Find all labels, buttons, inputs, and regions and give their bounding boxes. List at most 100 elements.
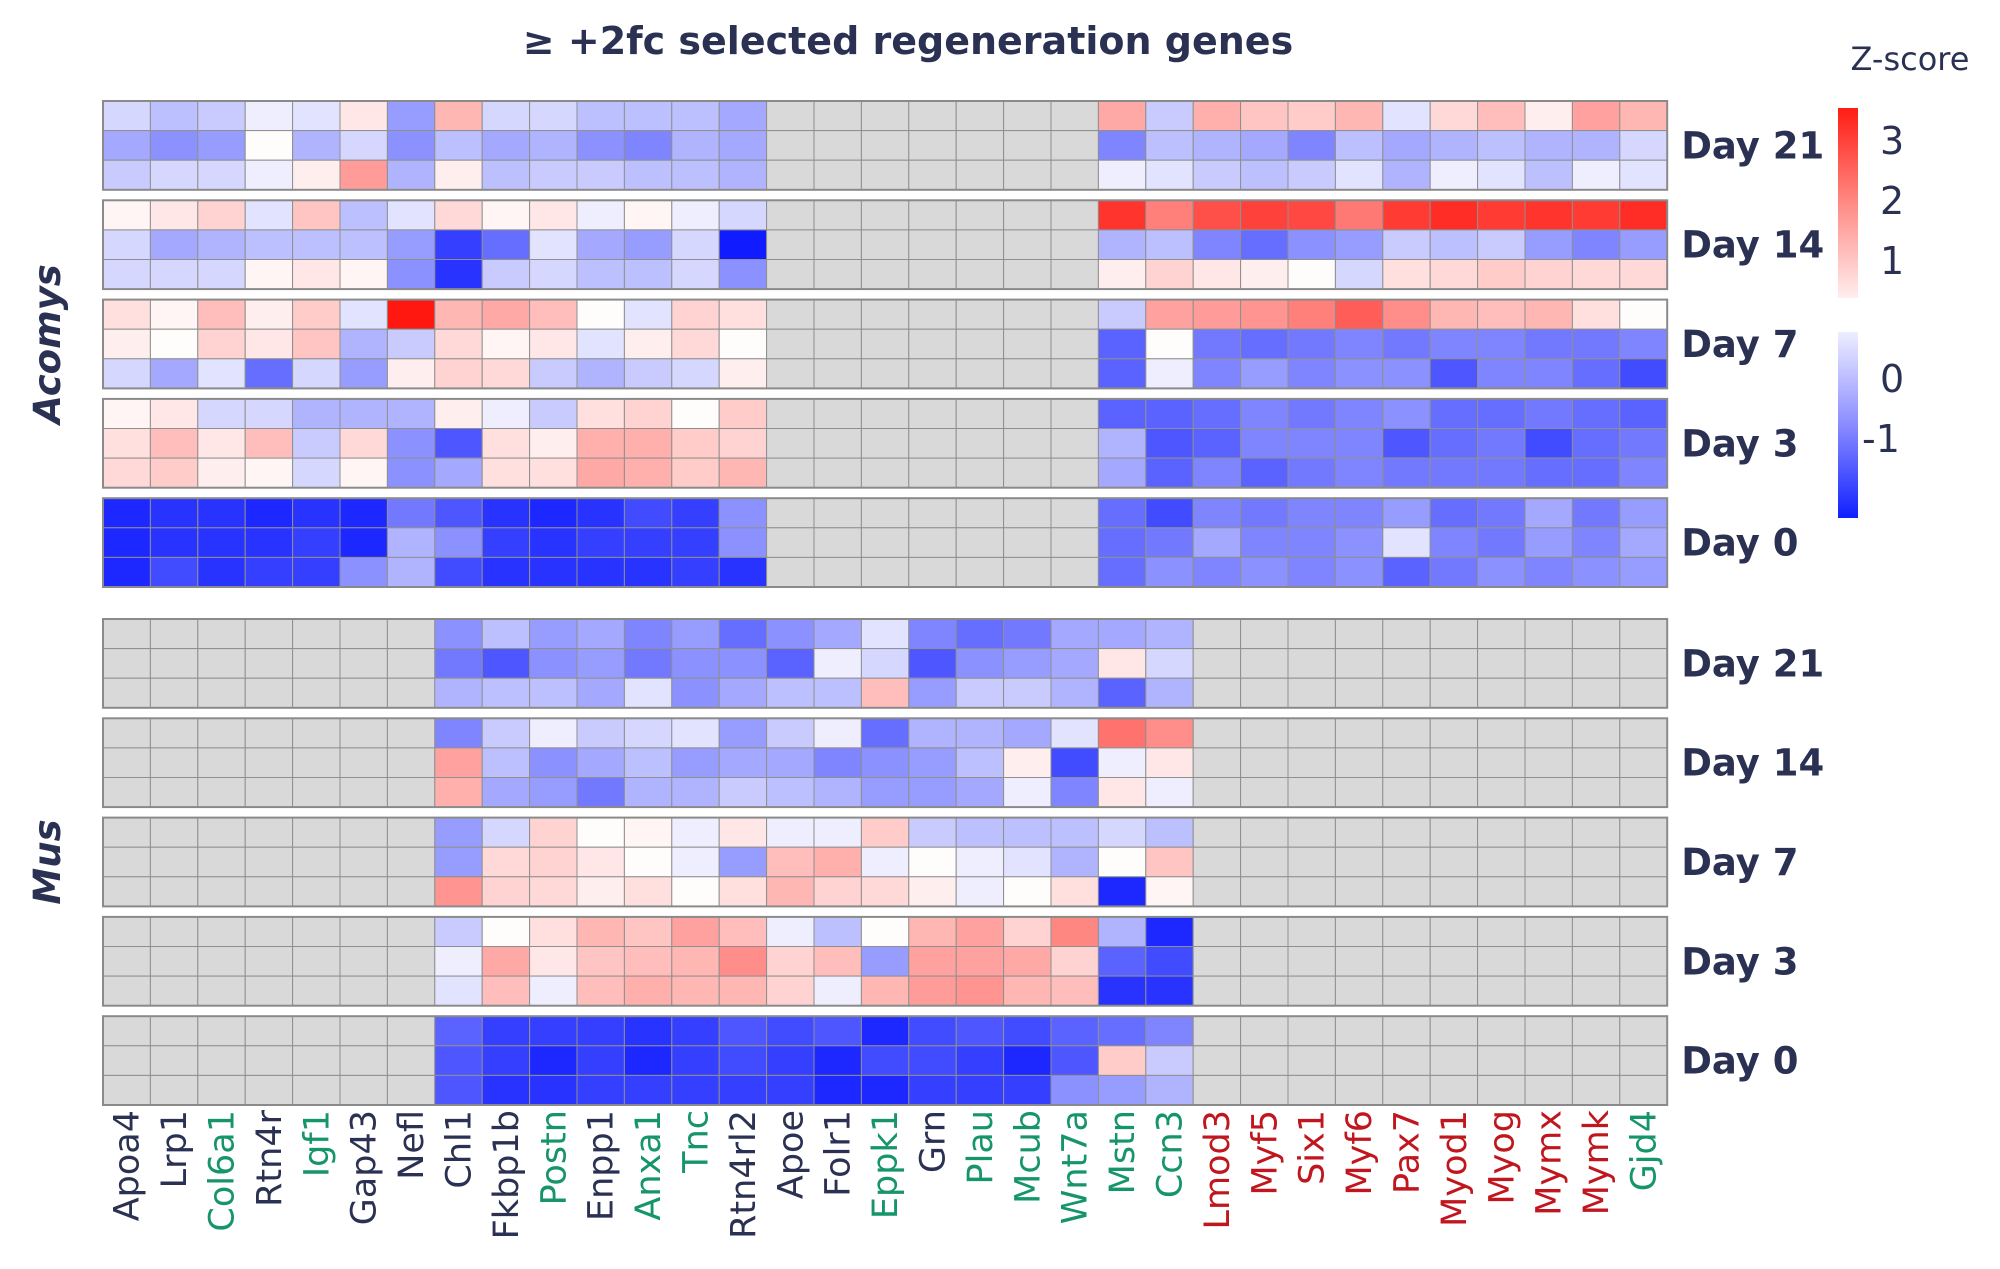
heatmap-cell bbox=[1050, 648, 1099, 679]
heatmap-cell bbox=[955, 817, 1005, 848]
heatmap-cell bbox=[197, 457, 246, 489]
gene-label: Gjd4 bbox=[1625, 1110, 1665, 1191]
heatmap-cell bbox=[1050, 916, 1099, 948]
heatmap-cell bbox=[813, 618, 862, 650]
heatmap-cell bbox=[1429, 618, 1479, 650]
heatmap-cell bbox=[1382, 229, 1431, 260]
heatmap-cell bbox=[1287, 457, 1336, 489]
heatmap-cell bbox=[623, 497, 673, 529]
heatmap-cell bbox=[1571, 457, 1621, 489]
heatmap-cell bbox=[197, 677, 246, 709]
heatmap-cell bbox=[1050, 100, 1099, 132]
heatmap-cell bbox=[908, 229, 957, 260]
heatmap-cell bbox=[1382, 457, 1431, 489]
heatmap-cell bbox=[244, 1015, 294, 1047]
heatmap-cell bbox=[955, 1015, 1005, 1047]
heatmap-cell bbox=[1429, 527, 1479, 558]
heatmap-cell bbox=[718, 358, 768, 389]
heatmap-cell bbox=[244, 946, 294, 977]
heatmap-cell bbox=[244, 1074, 294, 1106]
heatmap-cell bbox=[149, 648, 199, 679]
heatmap-cell bbox=[1097, 975, 1147, 1007]
heatmap-cell bbox=[1429, 299, 1479, 330]
heatmap-cell bbox=[1097, 497, 1147, 529]
heatmap-cell bbox=[955, 1074, 1005, 1106]
heatmap-cell bbox=[576, 497, 625, 529]
heatmap-cell bbox=[1571, 648, 1621, 679]
heatmap-cell bbox=[671, 1074, 720, 1106]
heatmap-cell bbox=[1192, 677, 1242, 709]
heatmap-cell bbox=[718, 428, 768, 459]
heatmap-cell bbox=[813, 846, 862, 878]
heatmap-cell bbox=[1477, 777, 1526, 808]
heatmap-cell bbox=[955, 717, 1005, 749]
gene-label: Rtn4r bbox=[250, 1109, 290, 1206]
heatmap-cell bbox=[1003, 846, 1052, 878]
heatmap-cell bbox=[766, 846, 815, 878]
heatmap-cell bbox=[197, 299, 246, 330]
heatmap-cell bbox=[908, 717, 957, 749]
heatmap-cell bbox=[766, 527, 815, 558]
heatmap-cell bbox=[1240, 328, 1289, 360]
heatmap-cell bbox=[529, 1074, 578, 1106]
chart-title: ≥ +2fc selected regeneration genes bbox=[523, 19, 1293, 63]
heatmap-cell bbox=[292, 229, 341, 260]
heatmap-cell bbox=[339, 100, 388, 132]
heatmap-cell bbox=[1429, 876, 1479, 907]
heatmap-cell bbox=[1287, 717, 1336, 749]
heatmap-cell bbox=[623, 747, 673, 779]
heatmap-cell bbox=[434, 398, 483, 429]
heatmap-cell bbox=[1477, 747, 1526, 779]
heatmap-cell bbox=[1382, 428, 1431, 459]
heatmap-cell bbox=[1524, 1045, 1573, 1076]
heatmap-cell bbox=[292, 527, 341, 558]
heatmap-cell bbox=[576, 100, 625, 132]
heatmap-cell bbox=[1287, 946, 1336, 977]
heatmap-cell bbox=[1477, 1015, 1526, 1047]
heatmap-cell bbox=[244, 398, 294, 429]
heatmap-cell bbox=[529, 100, 578, 132]
heatmap-cell bbox=[386, 229, 436, 260]
heatmap-cell bbox=[955, 358, 1005, 389]
heatmap-cell bbox=[671, 717, 720, 749]
heatmap-cell bbox=[529, 846, 578, 878]
gene-label: Anxa1 bbox=[629, 1110, 669, 1221]
heatmap-cell bbox=[1287, 398, 1336, 429]
heatmap-cell bbox=[434, 777, 483, 808]
heatmap-cell bbox=[149, 777, 199, 808]
heatmap-cell bbox=[481, 1015, 531, 1047]
heatmap-cell bbox=[955, 159, 1005, 191]
heatmap-cell bbox=[908, 846, 957, 878]
heatmap-cell bbox=[1003, 677, 1052, 709]
heatmap-cell bbox=[623, 299, 673, 330]
heatmap-cell bbox=[1050, 527, 1099, 558]
day-label: Day 3 bbox=[1681, 422, 1798, 465]
heatmap-cell bbox=[1429, 130, 1479, 161]
heatmap-cell bbox=[197, 130, 246, 161]
gene-label: Tnc bbox=[677, 1110, 717, 1174]
heatmap-cell bbox=[1287, 677, 1336, 709]
heatmap-cell bbox=[102, 846, 151, 878]
heatmap-cell bbox=[1050, 1015, 1099, 1047]
heatmap-cell bbox=[955, 100, 1005, 132]
heatmap-cell bbox=[434, 846, 483, 878]
heatmap-cell bbox=[1145, 1074, 1194, 1106]
heatmap-cell bbox=[813, 876, 862, 907]
gene-label: Pax7 bbox=[1388, 1110, 1428, 1194]
heatmap-cell bbox=[434, 229, 483, 260]
heatmap-cell bbox=[1429, 457, 1479, 489]
heatmap-cell bbox=[149, 299, 199, 330]
heatmap-cell bbox=[908, 398, 957, 429]
heatmap-cell bbox=[955, 747, 1005, 779]
heatmap-cell bbox=[1050, 398, 1099, 429]
heatmap-cell bbox=[1619, 199, 1668, 231]
heatmap-cell bbox=[623, 876, 673, 907]
heatmap-cell bbox=[102, 1045, 151, 1076]
heatmap-cell bbox=[860, 618, 910, 650]
heatmap-cell bbox=[1287, 876, 1336, 907]
heatmap-cell bbox=[244, 677, 294, 709]
heatmap-cell bbox=[244, 328, 294, 360]
heatmap-cell bbox=[481, 199, 531, 231]
heatmap-cell bbox=[1097, 328, 1147, 360]
heatmap-cell bbox=[1524, 975, 1573, 1007]
